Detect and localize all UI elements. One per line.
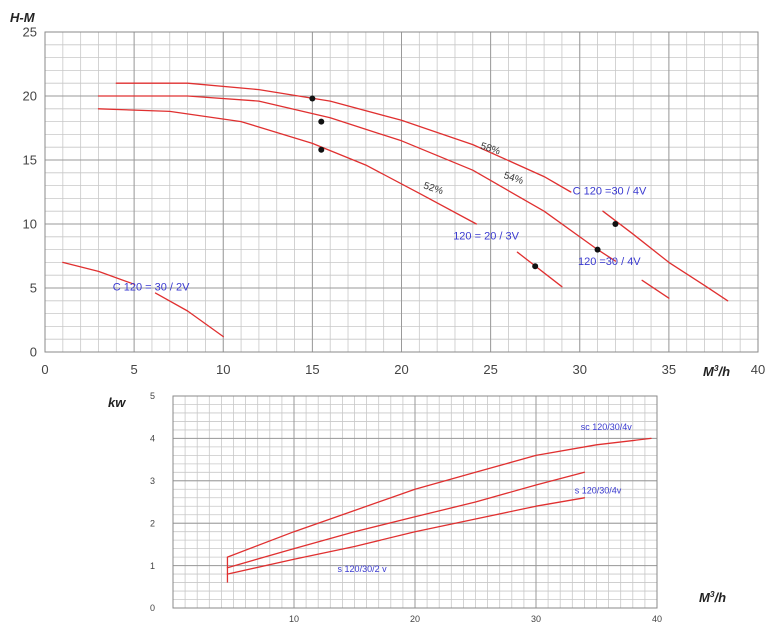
y-tick-label: 5 [150, 391, 155, 401]
curve-s-120-30-4v [226, 471, 586, 569]
plot-frame [44, 31, 759, 353]
x-tick-label: 20 [394, 362, 408, 377]
series-label: 120 = 20 / 3V [453, 230, 519, 242]
x-tick-label: 15 [305, 362, 319, 377]
x-tick-label: 40 [652, 614, 662, 624]
x-tick-label: 35 [662, 362, 676, 377]
y-tick-label: 10 [23, 217, 37, 232]
curve-sc-120-30-4v [226, 437, 652, 558]
y-tick-label: 4 [150, 434, 155, 444]
curve-120-20-3v [97, 108, 478, 225]
y-tick-label: 0 [30, 345, 37, 360]
x-tick-label: 25 [483, 362, 497, 377]
x-tick-label: 40 [751, 362, 765, 377]
y-tick-label: 0 [150, 603, 155, 613]
operating-point [318, 118, 325, 125]
curve-c-120-30-4v [115, 82, 572, 193]
grid [172, 395, 658, 609]
y-tick-label: 2 [150, 518, 155, 528]
x-tick-label: 0 [41, 362, 48, 377]
series-label: C 120 =30 / 4V [573, 186, 647, 198]
series-label: 120 =30 / 4V [578, 256, 641, 268]
operating-point [318, 146, 325, 153]
y-axis-label: H-M [10, 10, 36, 25]
power-flow-chart: 10 20 30 40 0 1 2 3 4 5 kw M3/h sc 120/30/4v s 120/30… [108, 391, 726, 624]
curve-120-20-3v [516, 251, 563, 288]
series-label: s 120/30/2 v [338, 564, 388, 574]
y-tick-label: 5 [30, 281, 37, 296]
curve-c-120-30-4v [602, 210, 729, 302]
y-tick-label: 25 [23, 25, 37, 40]
x-axis-label: M3/h [699, 589, 726, 605]
series-s-120-30-4v: s 120/30/4v [226, 471, 622, 569]
curve-s-120-30-2-v [226, 497, 586, 575]
y-tick-label: 1 [150, 561, 155, 571]
curve-c-120-30-2v [62, 261, 135, 285]
y-tick-label: 3 [150, 476, 155, 486]
curve-c-120-30-2v [154, 292, 224, 338]
grid [44, 31, 759, 353]
series-label: sc 120/30/4v [581, 422, 633, 432]
operating-point [532, 263, 539, 270]
x-axis-label: M3/h [703, 363, 730, 379]
x-tick-label: 30 [531, 614, 541, 624]
series-s-120-30-2-v: s 120/30/2 v [226, 497, 586, 575]
operating-point [612, 221, 619, 227]
curve-120-30-4v [97, 95, 617, 262]
series-120-30-4v: 120 =30 / 4V [97, 95, 670, 299]
y-tick-label: 15 [23, 153, 37, 168]
series-120-20-3v: 120 = 20 / 3V [97, 108, 563, 288]
operating-point [309, 95, 316, 102]
x-tick-label: 20 [410, 614, 420, 624]
operating-point [594, 246, 601, 253]
curve-120-30-4v [641, 279, 670, 299]
x-tick-label: 10 [216, 362, 230, 377]
y-axis-label: kw [108, 395, 126, 410]
plot-frame [172, 395, 658, 609]
series-label: C 120 = 30 / 2V [113, 282, 190, 294]
y-tick-label: 20 [23, 89, 37, 104]
series-label: s 120/30/4v [575, 486, 622, 496]
series-c-120-30-2v: C 120 = 30 / 2V [62, 261, 224, 338]
efficiency-label: 52% [422, 181, 445, 198]
x-tick-label: 30 [573, 362, 587, 377]
x-tick-label: 10 [289, 614, 299, 624]
series-c-120-30-4v: C 120 =30 / 4V [115, 82, 729, 302]
series-sc-120-30-4v: sc 120/30/4v [226, 422, 652, 558]
x-tick-label: 5 [131, 362, 138, 377]
